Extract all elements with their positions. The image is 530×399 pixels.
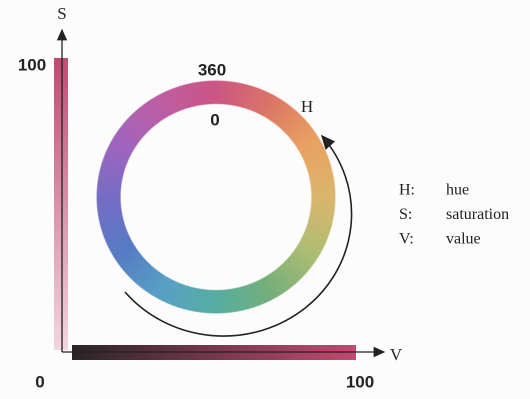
legend-key: H: (399, 182, 415, 199)
hue-start-label: 0 (210, 110, 219, 129)
hue-top-label: 360 (198, 60, 226, 79)
legend-key: V: (399, 231, 414, 248)
legend-text: hue (446, 182, 469, 199)
hue-arrow (125, 136, 352, 336)
v-min-label: 0 (35, 372, 44, 391)
hue-arrow-label: H (301, 97, 313, 116)
page: S 100 V 0 100 360 0 H H: hue S: saturation V… (0, 0, 530, 399)
saturation-bar (54, 58, 68, 350)
legend-text: value (446, 231, 481, 248)
v-max-label: 100 (346, 372, 374, 391)
diagram: S 100 V 0 100 360 0 H H: hue S: saturation V… (0, 0, 530, 399)
legend-text: saturation (446, 206, 509, 223)
legend-key: S: (399, 206, 412, 223)
s-max-label: 100 (18, 55, 46, 74)
legend: H: hue S: saturation V: value (399, 182, 509, 248)
v-axis-label: V (390, 345, 403, 364)
s-axis-label: S (57, 4, 66, 23)
